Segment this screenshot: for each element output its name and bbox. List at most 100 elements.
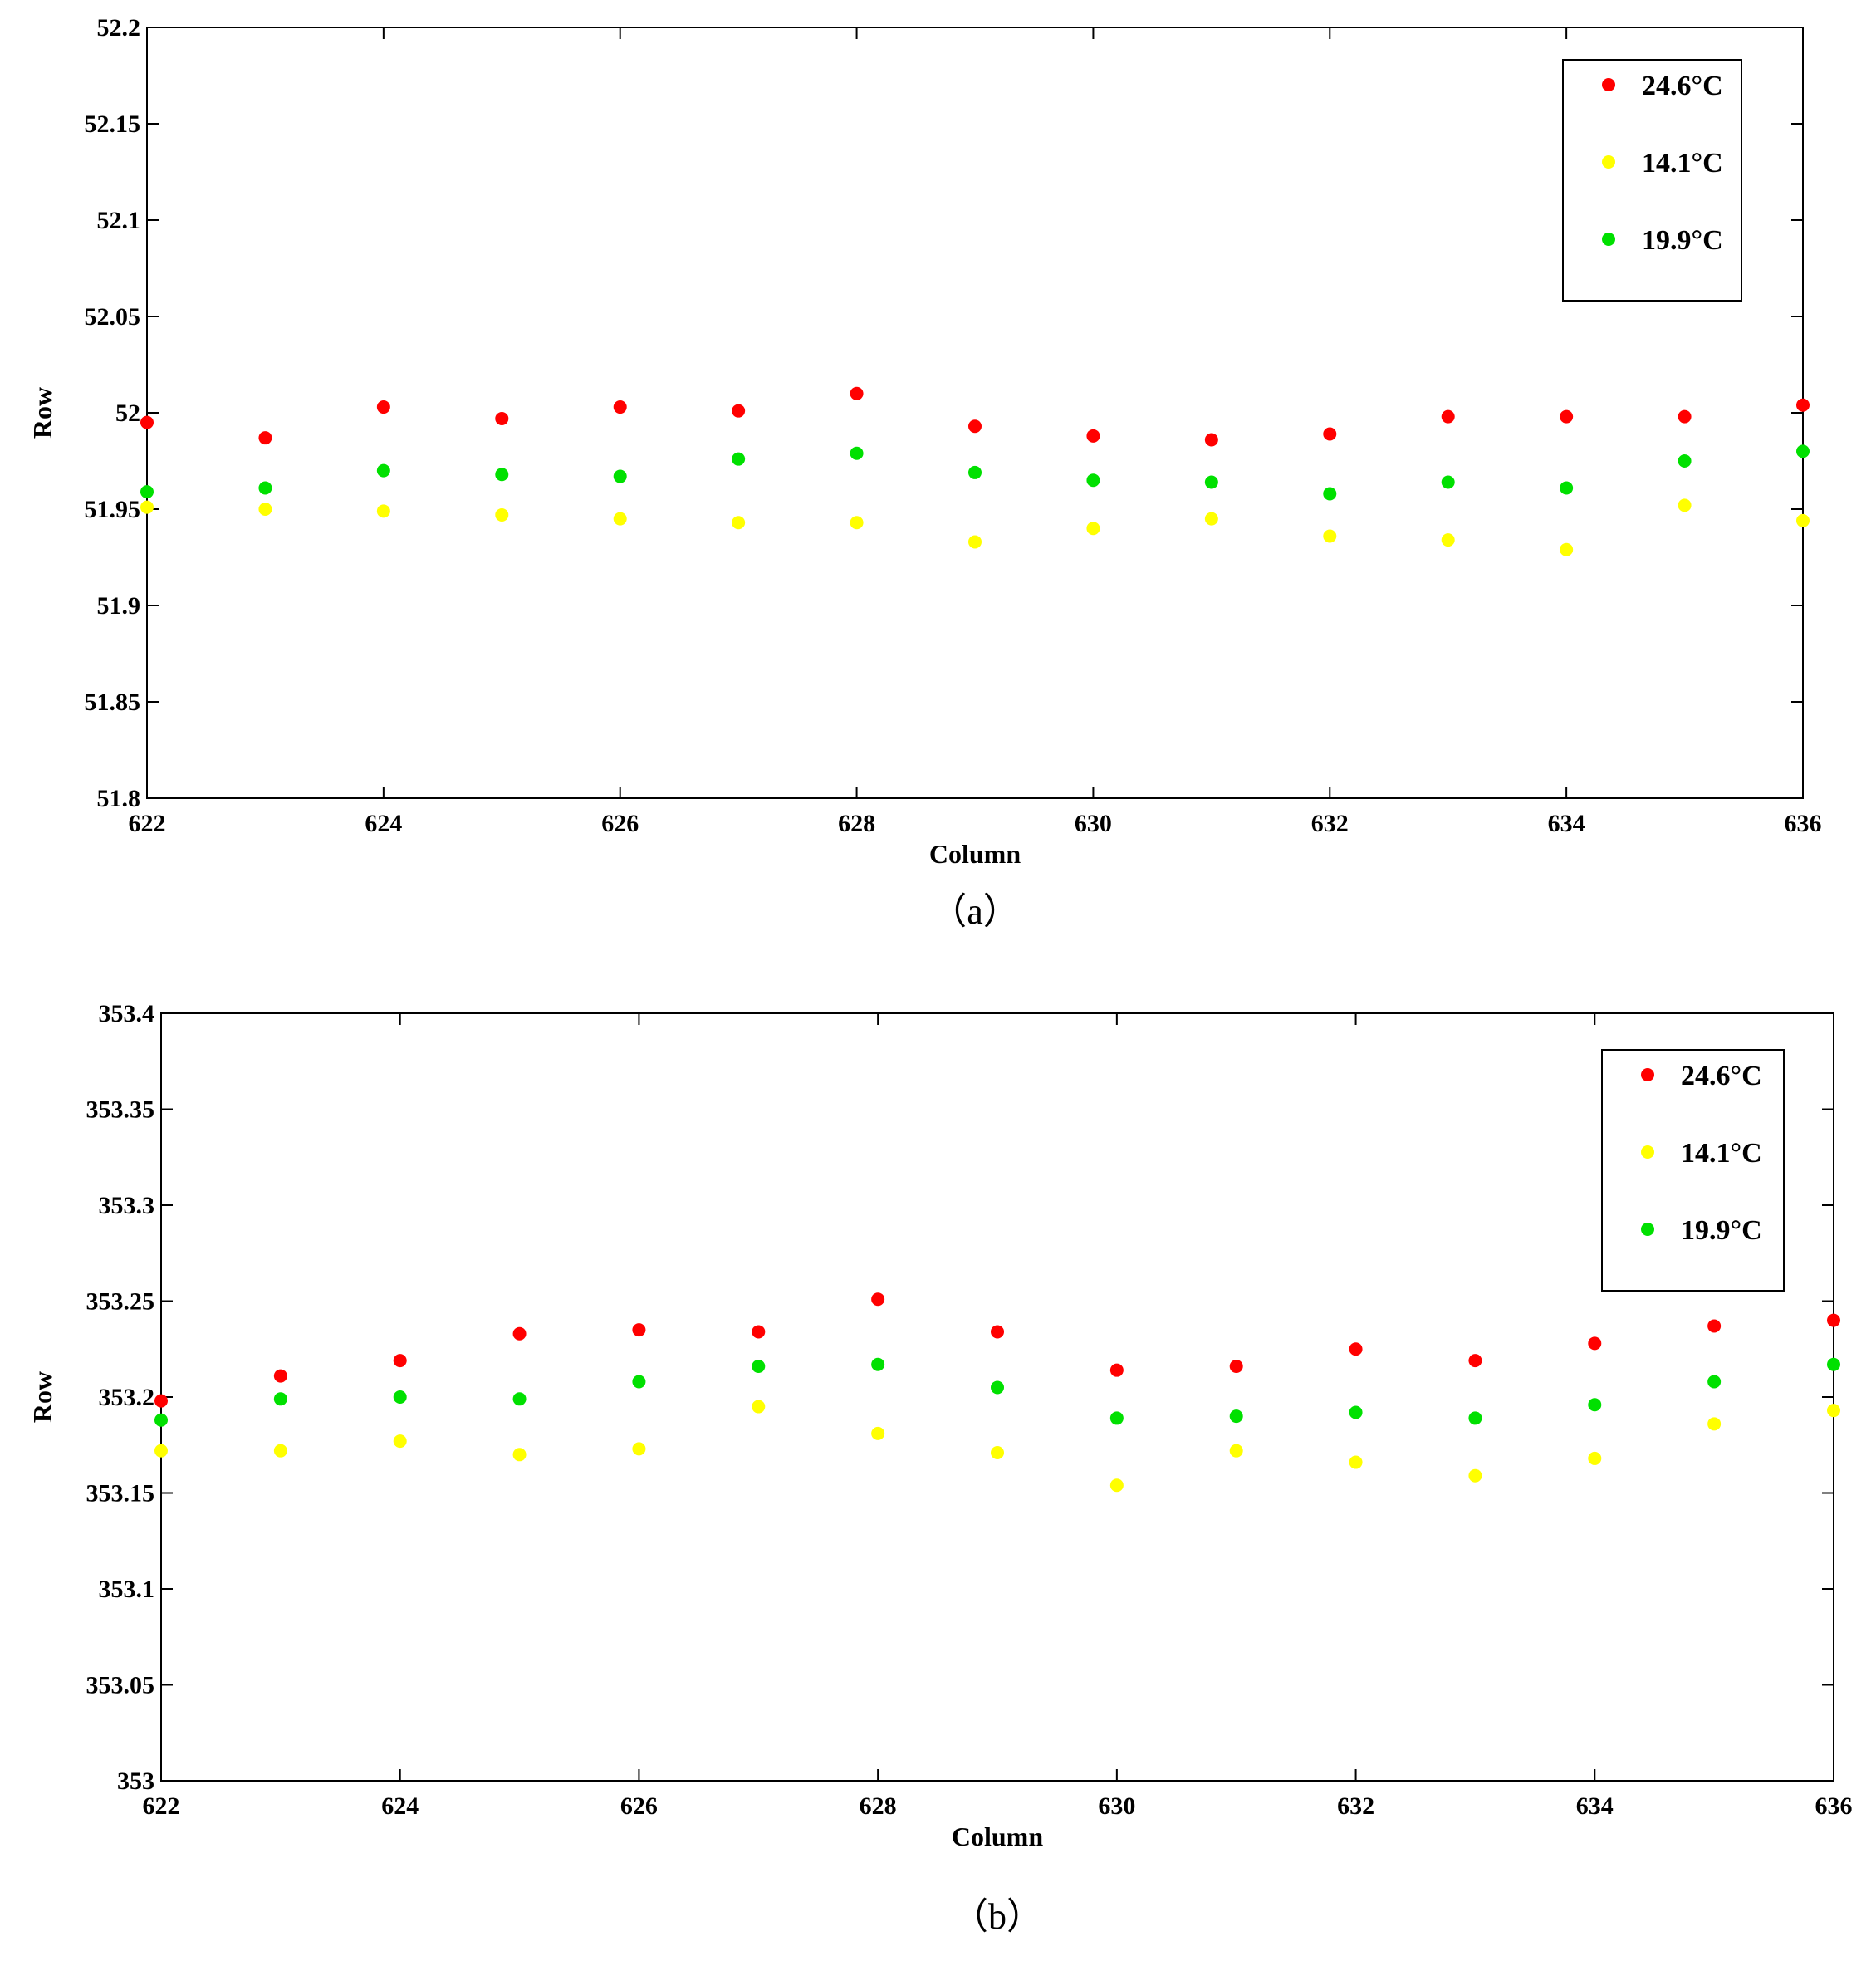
legend-marker — [1641, 1068, 1654, 1081]
x-tick-label: 626 — [601, 810, 639, 837]
data-point — [1086, 473, 1100, 488]
data-point — [1796, 398, 1810, 412]
legend-label: 19.9°C — [1681, 1215, 1762, 1246]
figure-caption: （b） — [952, 1896, 1043, 1937]
data-point — [273, 1392, 287, 1406]
data-point — [1229, 1409, 1243, 1424]
data-point — [1560, 542, 1574, 556]
data-point — [613, 400, 627, 414]
x-tick-label: 630 — [1075, 810, 1112, 837]
data-point — [1086, 429, 1100, 443]
data-point — [613, 469, 627, 483]
data-point — [991, 1380, 1004, 1395]
series-0-points — [140, 386, 1810, 447]
data-point — [273, 1369, 287, 1383]
data-point — [1109, 1363, 1124, 1377]
legend-box — [1601, 1049, 1785, 1292]
data-point — [1560, 409, 1574, 424]
data-point — [1204, 512, 1218, 526]
data-point — [393, 1434, 407, 1449]
y-tick-label: 52.15 — [85, 110, 141, 138]
y-tick-label: 52 — [115, 400, 140, 427]
y-axis-label: Row — [27, 1371, 57, 1423]
data-point — [1560, 481, 1574, 495]
data-point — [1349, 1342, 1363, 1356]
data-point — [1441, 533, 1455, 547]
y-tick-label: 52.1 — [97, 207, 141, 234]
y-tick-label: 353 — [117, 1767, 154, 1795]
data-point — [632, 1442, 646, 1456]
y-tick-label: 51.95 — [85, 496, 141, 523]
scatter-chart-a: 622 624 626 628 630 632 634 636 51.8 51.85 51.9 51.… — [27, 14, 1822, 932]
data-point — [1678, 409, 1692, 424]
data-point — [752, 1360, 766, 1374]
data-point — [991, 1445, 1004, 1459]
data-point — [154, 1394, 168, 1408]
y-tick-label: 353.1 — [99, 1576, 155, 1603]
legend-marker — [1641, 1145, 1654, 1159]
data-point — [968, 535, 982, 549]
y-axis-label: Row — [27, 387, 57, 439]
series-2-points — [140, 444, 1810, 501]
data-point — [1678, 454, 1692, 468]
data-point — [1827, 1404, 1840, 1418]
legend-label: 14.1°C — [1642, 148, 1723, 179]
series-2-points — [154, 1357, 1840, 1427]
data-point — [1827, 1357, 1840, 1371]
legend-marker — [1602, 233, 1615, 246]
data-point — [1204, 475, 1218, 489]
data-point — [732, 404, 746, 418]
data-point — [393, 1390, 407, 1404]
x-tick-label: 636 — [1785, 810, 1822, 837]
data-point — [1707, 1319, 1722, 1333]
data-point — [1109, 1411, 1124, 1425]
x-tick-label: 632 — [1311, 810, 1349, 837]
data-point — [1323, 427, 1337, 441]
x-tick-label: 622 — [129, 810, 166, 837]
plot-frame — [146, 27, 1804, 799]
x-axis-label: Column — [952, 1821, 1043, 1851]
y-tick-label: 51.8 — [97, 785, 141, 812]
x-tick-label: 628 — [838, 810, 875, 837]
data-point — [752, 1325, 766, 1339]
y-tick-label: 353.25 — [86, 1288, 155, 1316]
data-point — [850, 516, 864, 530]
data-point — [1468, 1411, 1482, 1425]
data-point — [273, 1444, 287, 1458]
data-point — [495, 507, 509, 522]
chart-panel-a: 622 624 626 628 630 632 634 636 51.8 51.85 51.9 51.… — [0, 0, 1876, 955]
data-point — [1229, 1360, 1243, 1374]
data-point — [393, 1354, 407, 1368]
data-point — [376, 463, 390, 478]
x-tick-label: 636 — [1815, 1792, 1853, 1820]
data-point — [1109, 1478, 1124, 1493]
legend-label: 24.6°C — [1642, 71, 1723, 101]
data-point — [258, 431, 272, 445]
data-point — [258, 503, 272, 516]
data-point — [1468, 1468, 1482, 1483]
chart-panel-b: 622 624 626 628 630 632 634 636 353 353.05 353.1 35… — [0, 955, 1876, 1961]
data-point — [1707, 1375, 1722, 1389]
x-tick-label: 630 — [1098, 1792, 1135, 1820]
data-point — [871, 1357, 885, 1371]
legend-box — [1562, 59, 1742, 302]
data-point — [1588, 1451, 1602, 1465]
data-point — [732, 452, 746, 466]
data-point — [752, 1400, 766, 1414]
data-point — [140, 415, 154, 429]
y-tick-label: 353.4 — [99, 1000, 155, 1027]
x-tick-label: 632 — [1337, 1792, 1374, 1820]
x-tick-label: 624 — [381, 1792, 419, 1820]
data-point — [512, 1392, 527, 1406]
data-point — [140, 485, 154, 499]
scatter-chart-b: 622 624 626 628 630 632 634 636 353 353.05 353.1 35… — [27, 1000, 1853, 1937]
legend-label: 19.9°C — [1642, 225, 1723, 256]
x-tick-label: 622 — [143, 1792, 180, 1820]
y-tick-label: 353.35 — [86, 1096, 155, 1124]
data-point — [495, 468, 509, 482]
series-1-points — [140, 498, 1810, 556]
data-point — [850, 446, 864, 460]
data-point — [1323, 529, 1337, 543]
y-tick-label: 353.2 — [99, 1384, 155, 1411]
data-point — [991, 1325, 1004, 1339]
